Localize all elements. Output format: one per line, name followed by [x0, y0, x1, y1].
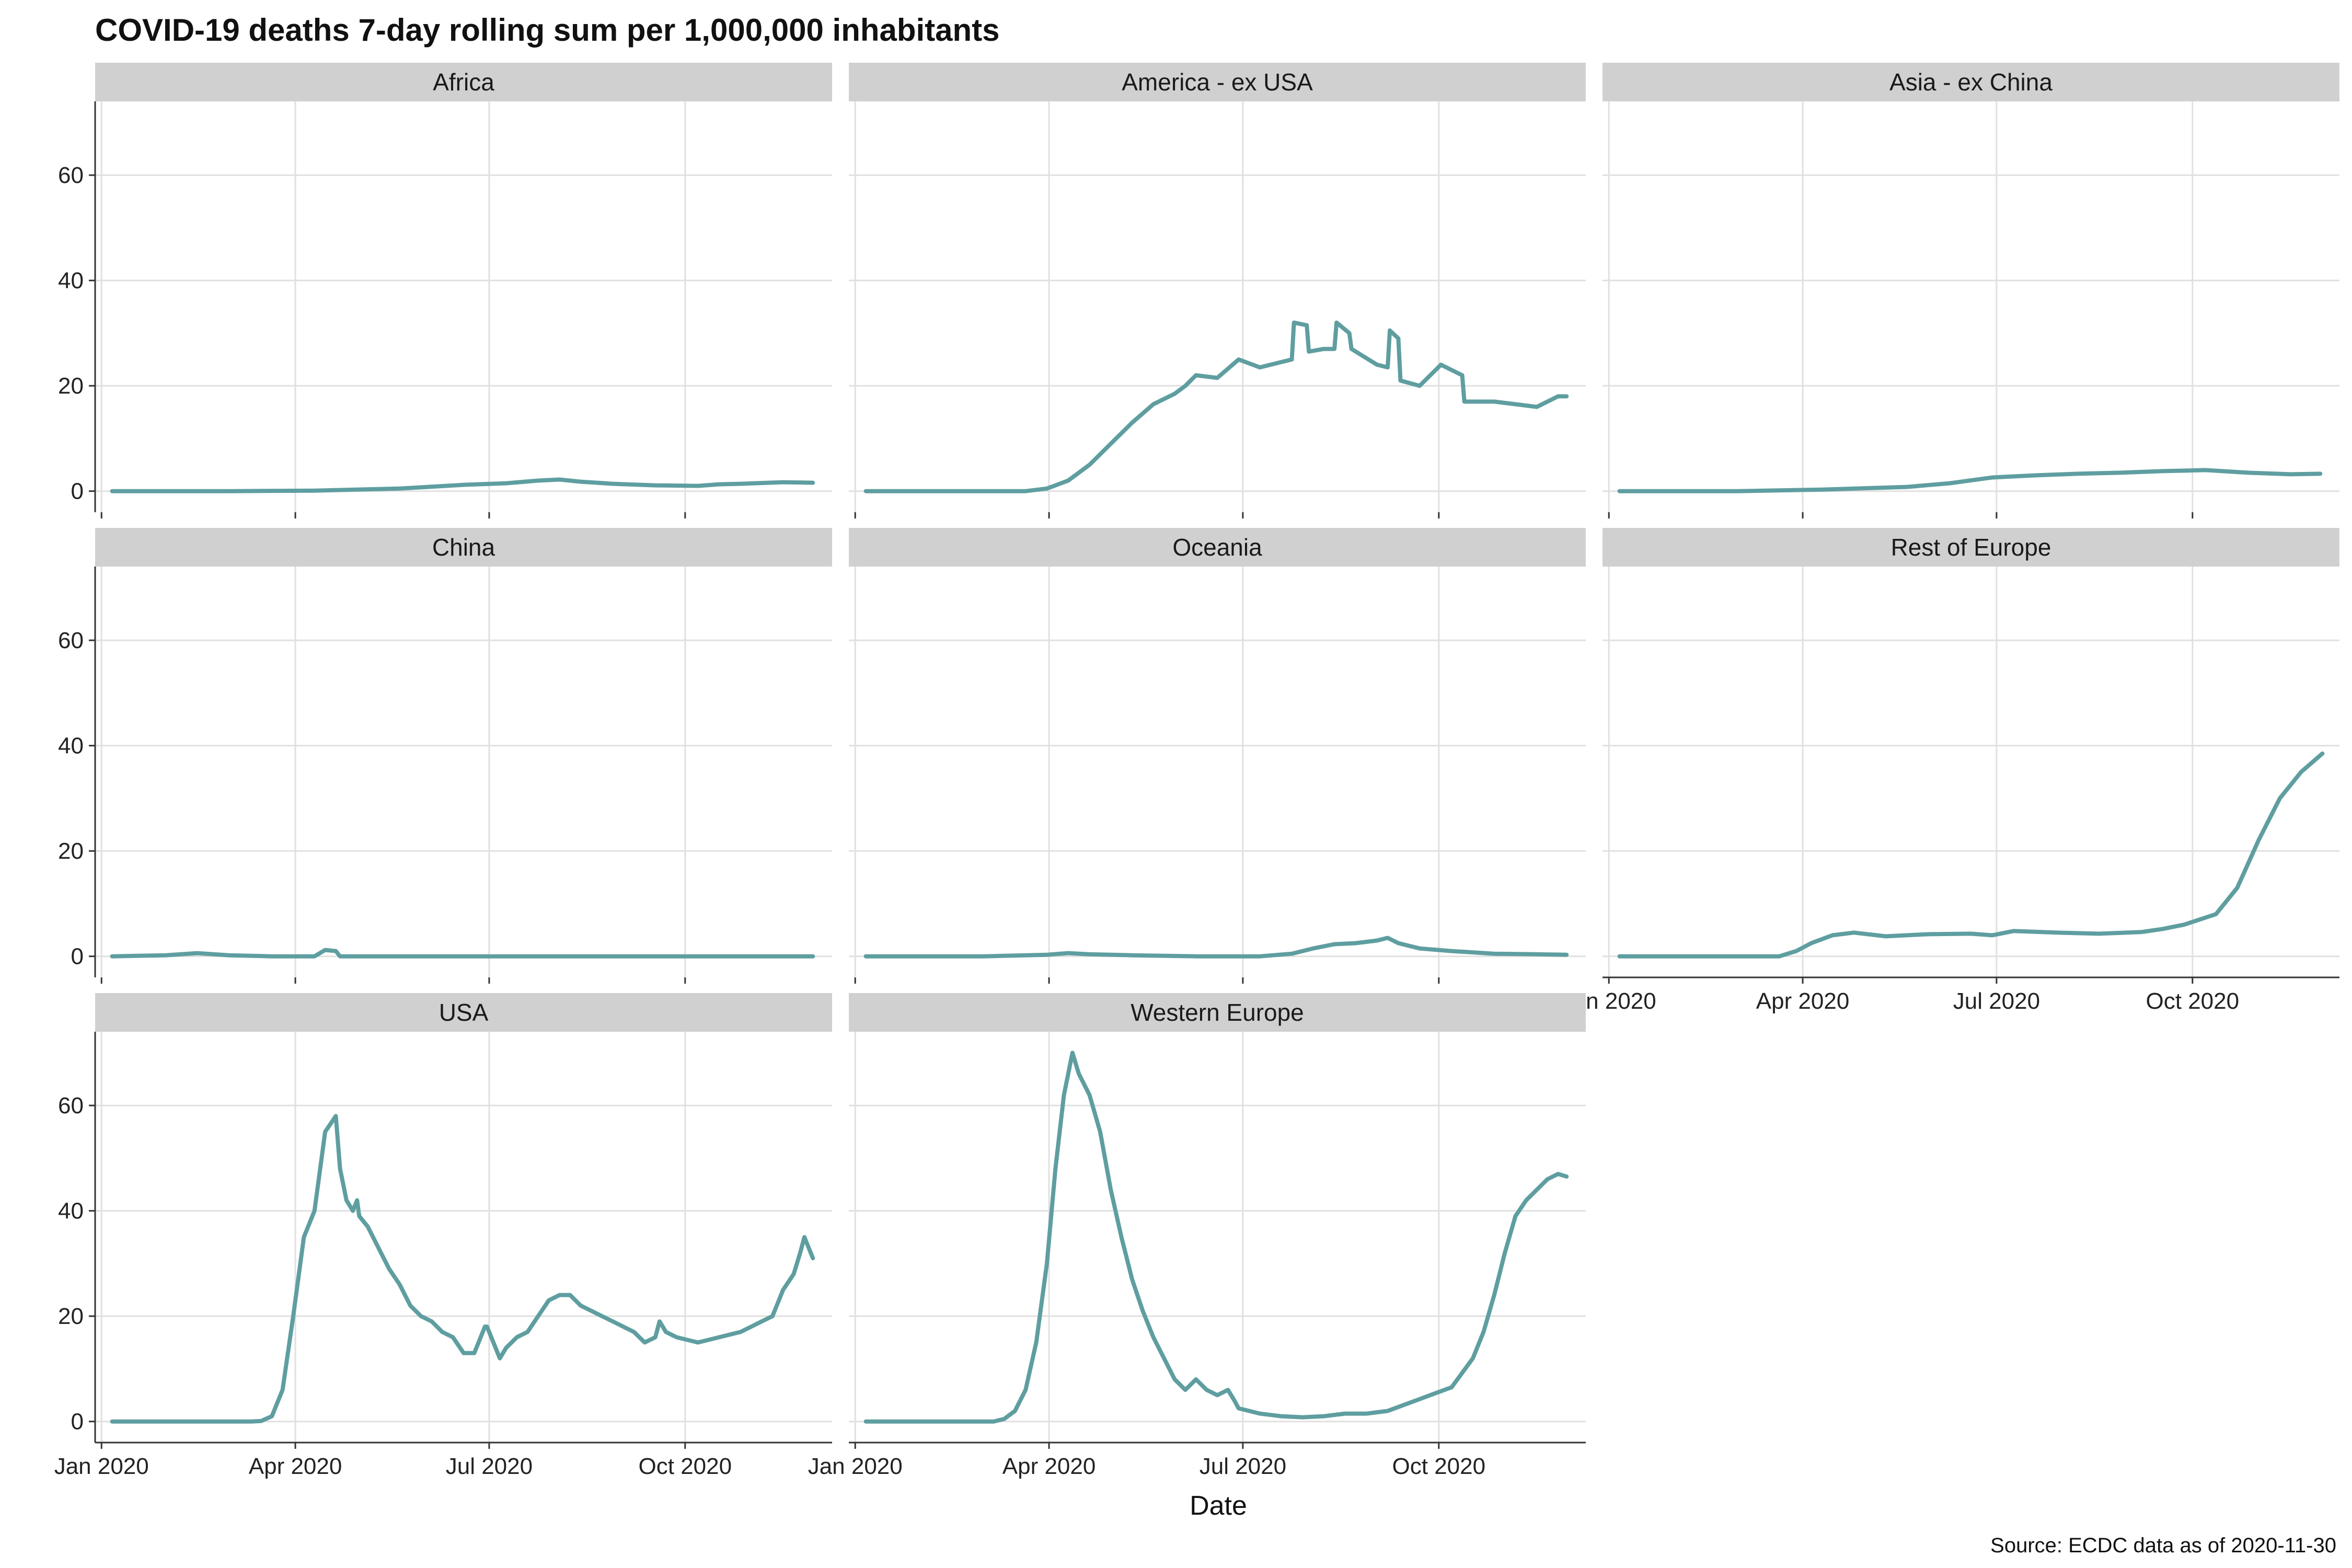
facet-america-ex-usa: America - ex USA: [849, 63, 1586, 518]
y-tick-label: 40: [58, 1198, 84, 1224]
y-tick-label: 40: [58, 733, 84, 759]
y-tick-label: 60: [58, 1093, 84, 1119]
x-tick-label: Jul 2020: [1953, 988, 2040, 1014]
facet-strip-asia-ex-china: [1602, 63, 2339, 101]
series-line-africa: [110, 477, 815, 493]
series-line-china: [110, 948, 815, 959]
facet-label-america-ex-usa: America - ex USA: [1122, 68, 1313, 96]
facet-strip-rest-of-europe: [1602, 528, 2339, 567]
x-tick-label: Jul 2020: [446, 1454, 533, 1479]
facet-strip-oceania: [849, 528, 1586, 567]
y-tick-label: 20: [58, 838, 84, 864]
facet-label-oceania: Oceania: [1172, 534, 1262, 561]
series-line-western-europe: [863, 1051, 1569, 1424]
y-tick-label: 0: [71, 479, 84, 504]
facet-label-china: China: [432, 534, 495, 561]
x-tick-label: Apr 2020: [249, 1454, 342, 1479]
y-tick-label: 0: [71, 1409, 84, 1435]
series-line-oceania: [863, 936, 1569, 959]
chart-title: COVID-19 deaths 7-day rolling sum per 1,…: [95, 13, 1000, 48]
x-tick-label: Apr 2020: [1002, 1454, 1096, 1479]
facet-strip-america-ex-usa: [849, 63, 1586, 101]
x-tick-label: Jan 2020: [808, 1454, 903, 1479]
x-tick-label: Jan 2020: [54, 1454, 149, 1479]
facet-strip-western-europe: [849, 993, 1586, 1032]
source-caption: Source: ECDC data as of 2020-11-30: [1990, 1534, 2336, 1557]
facet-label-usa: USA: [439, 999, 489, 1026]
facet-strip-usa: [95, 993, 832, 1032]
facet-label-western-europe: Western Europe: [1131, 999, 1304, 1026]
facet-africa: Africa 0 20 40 60: [58, 63, 832, 518]
x-tick-label: Oct 2020: [639, 1454, 732, 1479]
x-tick-label: Apr 2020: [1756, 988, 1850, 1014]
facet-western-europe: Western Europe Jan 2020 Apr 2020 Jul 2020 Oc…: [808, 993, 1586, 1479]
facet-oceania: Oceania: [849, 528, 1586, 984]
series-line-america-ex-usa: [863, 320, 1569, 493]
x-axis-title: Date: [1190, 1491, 1247, 1521]
y-tick-label: 60: [58, 628, 84, 653]
facet-china: China 0 20 40 60: [58, 528, 832, 984]
y-tick-label: 20: [58, 373, 84, 399]
facet-asia-ex-china: Asia - ex China: [1602, 63, 2339, 518]
facet-strip-china: [95, 528, 832, 567]
facet-label-africa: Africa: [433, 68, 494, 96]
y-tick-label: 60: [58, 163, 84, 188]
facets-layer: Africa 0 20 40 60 America - ex USA Asia - ex C…: [54, 63, 2339, 1479]
facet-label-asia-ex-china: Asia - ex China: [1889, 68, 2053, 96]
facet-strip-africa: [95, 63, 832, 101]
x-tick-label: Jul 2020: [1200, 1454, 1286, 1479]
y-tick-label: 40: [58, 268, 84, 294]
x-tick-label: Oct 2020: [1392, 1454, 1486, 1479]
facet-label-rest-of-europe: Rest of Europe: [1891, 534, 2051, 561]
y-tick-label: 0: [71, 944, 84, 970]
series-line-asia-ex-china: [1617, 468, 2323, 493]
series-line-rest-of-europe: [1617, 751, 2325, 959]
series-line-usa: [110, 1114, 815, 1424]
x-tick-label: Oct 2020: [2146, 988, 2240, 1014]
y-tick-label: 20: [58, 1304, 84, 1329]
facet-usa: USA 0 20 40 60 Jan 2020 Apr 2020 Jul 2020 Oct 20…: [54, 993, 832, 1479]
